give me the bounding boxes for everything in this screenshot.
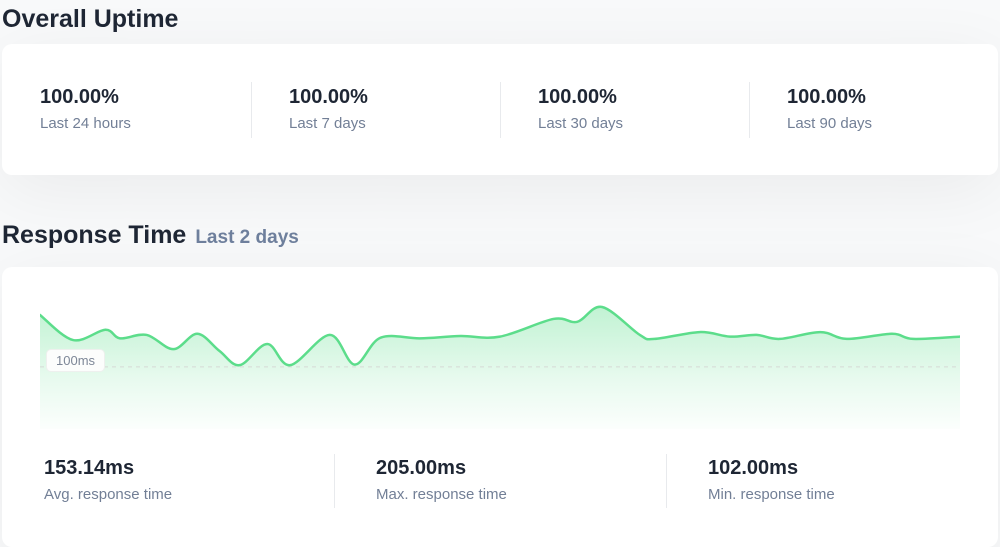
response-time-title: Response Time — [2, 221, 187, 249]
status-page: Overall Uptime 100.00% Last 24 hours 100… — [0, 3, 1000, 547]
overall-uptime-card: 100.00% Last 24 hours 100.00% Last 7 day… — [2, 44, 998, 175]
avg-response-stat: 153.14ms Avg. response time — [2, 455, 334, 506]
response-time-chart[interactable]: 100ms — [40, 299, 960, 429]
uptime-stat-7d: 100.00% Last 7 days — [251, 84, 500, 135]
chart-area — [40, 306, 960, 429]
max-response-label: Max. response time — [376, 486, 507, 503]
max-response-value: 205.00ms — [376, 457, 467, 479]
response-time-chart-svg — [40, 305, 960, 429]
overall-uptime-title: Overall Uptime — [2, 5, 179, 33]
uptime-value-24h: 100.00% — [40, 86, 119, 108]
uptime-label-24h: Last 24 hours — [40, 115, 131, 132]
uptime-stat-90d: 100.00% Last 90 days — [749, 84, 998, 135]
avg-response-value: 153.14ms — [44, 457, 135, 479]
uptime-stat-30d: 100.00% Last 30 days — [500, 84, 749, 135]
min-response-label: Min. response time — [708, 486, 835, 503]
chart-line — [40, 305, 960, 367]
min-response-value: 102.00ms — [708, 457, 799, 479]
uptime-label-90d: Last 90 days — [787, 115, 873, 132]
uptime-stat-24h: 100.00% Last 24 hours — [2, 84, 251, 135]
response-time-range: Last 2 days — [195, 227, 299, 248]
uptime-label-7d: Last 7 days — [289, 115, 366, 132]
min-response-stat: 102.00ms Min. response time — [666, 455, 998, 506]
y-axis-100ms-badge: 100ms — [46, 349, 106, 372]
uptime-value-30d: 100.00% — [538, 86, 617, 108]
uptime-value-7d: 100.00% — [289, 86, 368, 108]
max-response-stat: 205.00ms Max. response time — [334, 455, 666, 506]
response-time-stats: 153.14ms Avg. response time 205.00ms Max… — [2, 455, 998, 506]
response-time-card: 100ms 153.14ms Avg. response time 205.00… — [2, 267, 998, 547]
avg-response-label: Avg. response time — [44, 486, 173, 503]
uptime-value-90d: 100.00% — [787, 86, 866, 108]
uptime-label-30d: Last 30 days — [538, 115, 624, 132]
response-time-heading: Response Time Last 2 days — [2, 219, 1000, 254]
